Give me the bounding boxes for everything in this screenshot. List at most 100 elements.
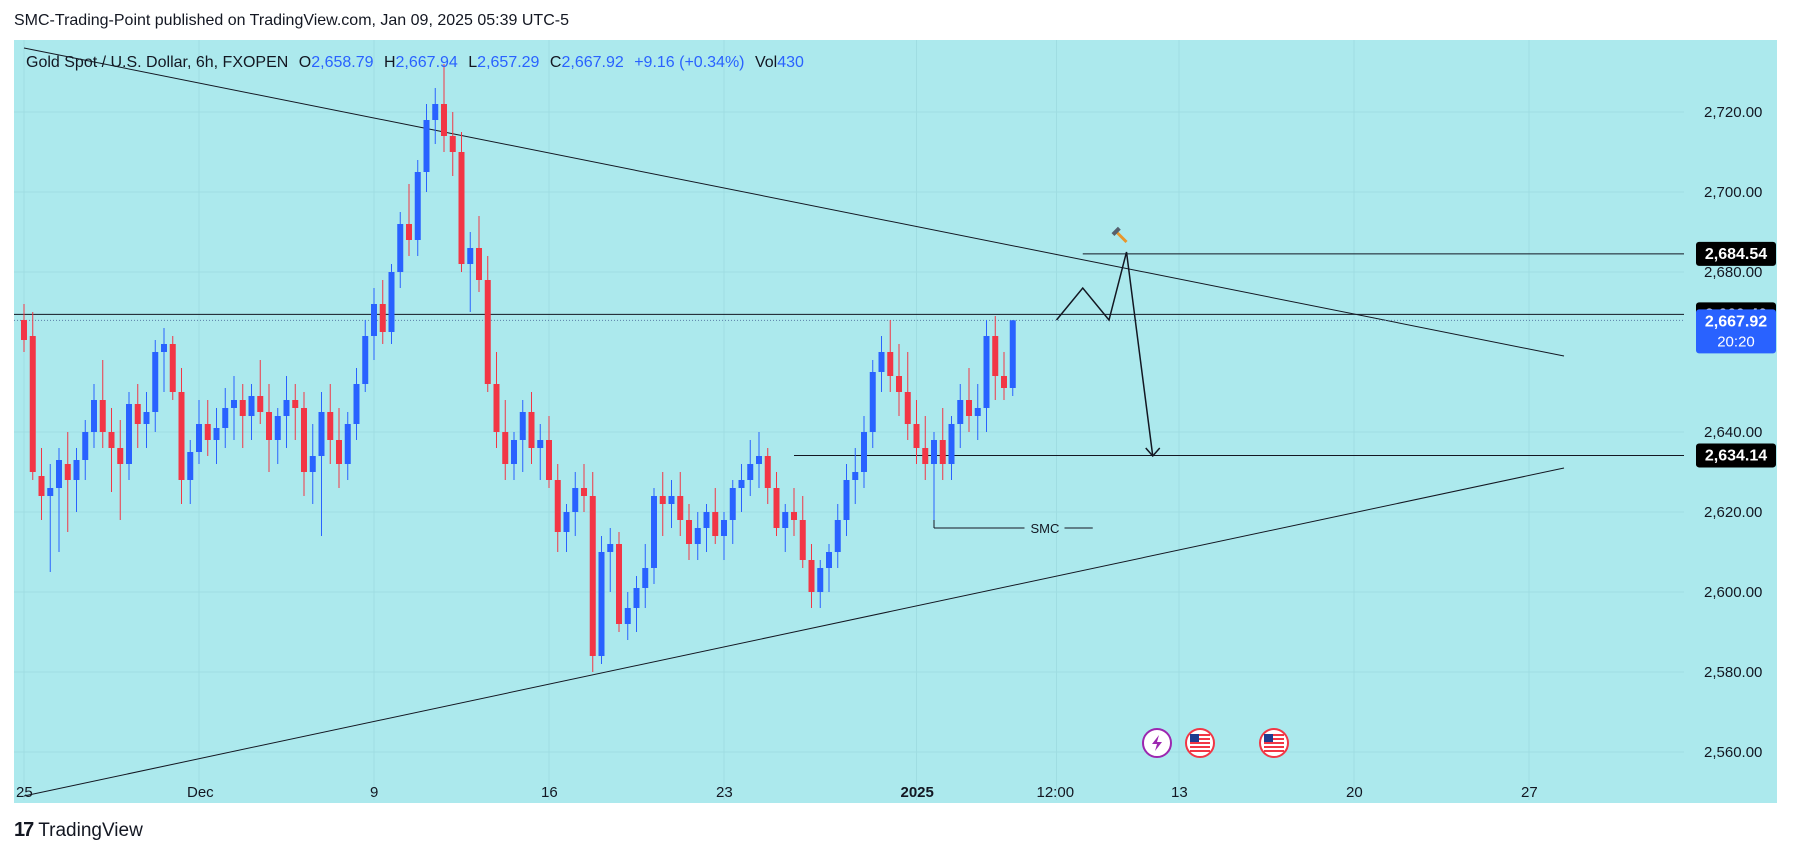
us-flag-stripe — [1190, 742, 1210, 744]
y-tick-label: 2,600.00 — [1704, 584, 1762, 601]
candle-body — [73, 460, 80, 480]
candle — [563, 504, 570, 552]
candle — [117, 420, 124, 520]
candle-body — [406, 224, 412, 240]
candle-body — [266, 412, 272, 440]
annotations — [14, 47, 1684, 797]
candle — [213, 408, 220, 464]
y-axis[interactable]: 2,720.00 2,700.00 2,680.00 2,640.00 2,620.00… — [1704, 104, 1762, 761]
candle-body — [161, 344, 167, 352]
chart-area[interactable]: SMC 2,720.00 2,700.00 2,680.00 2,640.00 2,62… — [14, 40, 1777, 803]
candle-body — [904, 392, 911, 424]
candle-body — [756, 456, 762, 464]
candle — [257, 360, 264, 424]
candle — [204, 400, 211, 456]
candle-body — [843, 480, 850, 520]
candle — [73, 448, 80, 512]
candle-body — [869, 372, 876, 432]
candle-body — [353, 384, 360, 424]
candle-body — [117, 448, 124, 464]
x-tick-label: 23 — [716, 784, 733, 801]
candle — [572, 472, 579, 536]
candle — [502, 400, 509, 480]
candle — [458, 132, 465, 272]
candle — [266, 384, 272, 472]
trendline — [23, 467, 1565, 797]
candle — [406, 184, 412, 256]
candle-body — [292, 400, 299, 408]
price-badge-bg — [1696, 241, 1776, 266]
x-tick-label: 13 — [1171, 784, 1188, 801]
candle-body — [694, 528, 701, 544]
us-flag-stripe — [1264, 738, 1284, 740]
candlestick-chart[interactable]: SMC 2,720.00 2,700.00 2,680.00 2,640.00 2,62… — [14, 40, 1777, 803]
candle — [362, 320, 369, 392]
candle — [974, 384, 981, 440]
candle-body — [633, 588, 640, 608]
candle — [476, 216, 482, 292]
candle-body — [484, 280, 491, 384]
candle — [992, 316, 999, 400]
candle-body — [581, 488, 587, 496]
candle — [196, 400, 202, 464]
us-flag-stripe — [1264, 742, 1284, 744]
candle-body — [572, 488, 579, 512]
candle-body — [38, 476, 45, 496]
vol-label: Vol — [754, 54, 778, 71]
candle — [546, 416, 552, 488]
candle-body — [441, 104, 447, 136]
candle-body — [712, 512, 719, 536]
candle-body — [467, 248, 474, 264]
candle — [327, 384, 334, 464]
trendline — [23, 47, 1565, 357]
candle — [467, 232, 474, 312]
candle-body — [887, 352, 894, 376]
candle — [554, 464, 561, 552]
candle — [817, 560, 824, 608]
candle-body — [782, 512, 789, 528]
x-axis[interactable]: 25 Dec 9 16 23 2025 12:00 13 20 27 — [16, 784, 1538, 801]
x-tick-label: 12:00 — [1037, 784, 1075, 801]
candle-body — [939, 440, 946, 464]
candle — [388, 264, 395, 344]
candle-body — [764, 456, 771, 488]
candle-body — [257, 396, 264, 412]
candle — [983, 320, 990, 432]
candle — [712, 488, 719, 544]
candle-body — [336, 440, 342, 464]
candle — [922, 416, 929, 480]
vol-value: 430 — [777, 54, 804, 71]
candle — [187, 440, 194, 504]
us-flag-stripe — [1264, 750, 1284, 752]
event-icons[interactable] — [1142, 728, 1289, 758]
candle — [624, 592, 631, 640]
us-flag-canton — [1264, 734, 1273, 742]
candle — [686, 504, 692, 560]
candle-body — [47, 488, 54, 496]
us-flag-stripe — [1190, 746, 1210, 748]
candle — [756, 432, 762, 488]
candle-body — [21, 320, 27, 340]
close-label: C — [549, 54, 562, 71]
candle — [834, 504, 841, 568]
candle-body — [651, 496, 657, 568]
candle-body — [362, 336, 369, 384]
candle — [64, 432, 71, 532]
price-badge: 2,684.54 — [1696, 241, 1776, 266]
price-badge: 2,634.14 — [1696, 443, 1776, 468]
flash-icon-bolt — [1152, 735, 1162, 751]
candle-body — [301, 408, 307, 472]
projection-arrowhead — [1145, 447, 1161, 458]
candle-body — [983, 336, 990, 408]
candle — [292, 384, 299, 440]
us-flag-stripe — [1264, 734, 1284, 736]
candle-body — [659, 496, 666, 504]
candle-body — [913, 424, 920, 448]
candle-body — [974, 408, 981, 416]
annotations-front: SMC — [1031, 226, 1161, 536]
candle — [651, 488, 657, 584]
tradingview-logo[interactable]: 17 TradingView — [14, 819, 143, 842]
candle-body — [729, 488, 736, 520]
candle — [896, 344, 902, 416]
